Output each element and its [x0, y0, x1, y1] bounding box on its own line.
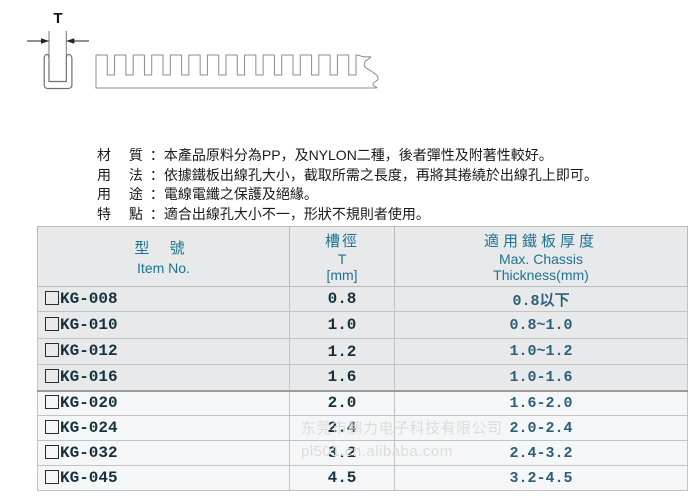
- svg-text:T: T: [53, 10, 62, 27]
